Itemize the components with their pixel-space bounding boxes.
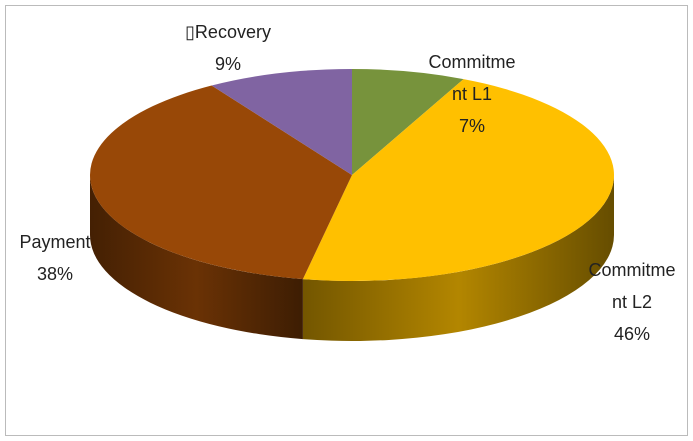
category-label: Commitment L1 [428,52,516,104]
data-label: ▯Recovery 9% [182,16,274,80]
slice [90,85,352,280]
value-label: 9% [214,54,241,74]
category-label: Commitment L2 [588,260,676,312]
slice [352,69,464,175]
slice-side [302,175,614,341]
category-label: Payment [19,232,91,252]
slice-side [90,175,303,340]
data-label: Commitment L2 46% [586,254,678,350]
value-label: 38% [36,264,74,284]
data-label: Commitment L1 7% [426,46,518,142]
value-label: 46% [613,324,651,344]
data-label: Payment 38% [9,226,101,290]
category-label: ▯Recovery [185,22,271,42]
slice [302,79,614,281]
value-label: 7% [458,116,485,136]
slice [211,69,352,175]
